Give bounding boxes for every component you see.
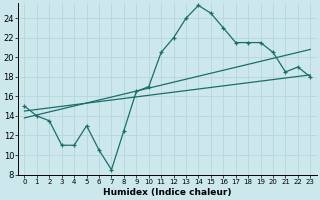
- X-axis label: Humidex (Indice chaleur): Humidex (Indice chaleur): [103, 188, 232, 197]
